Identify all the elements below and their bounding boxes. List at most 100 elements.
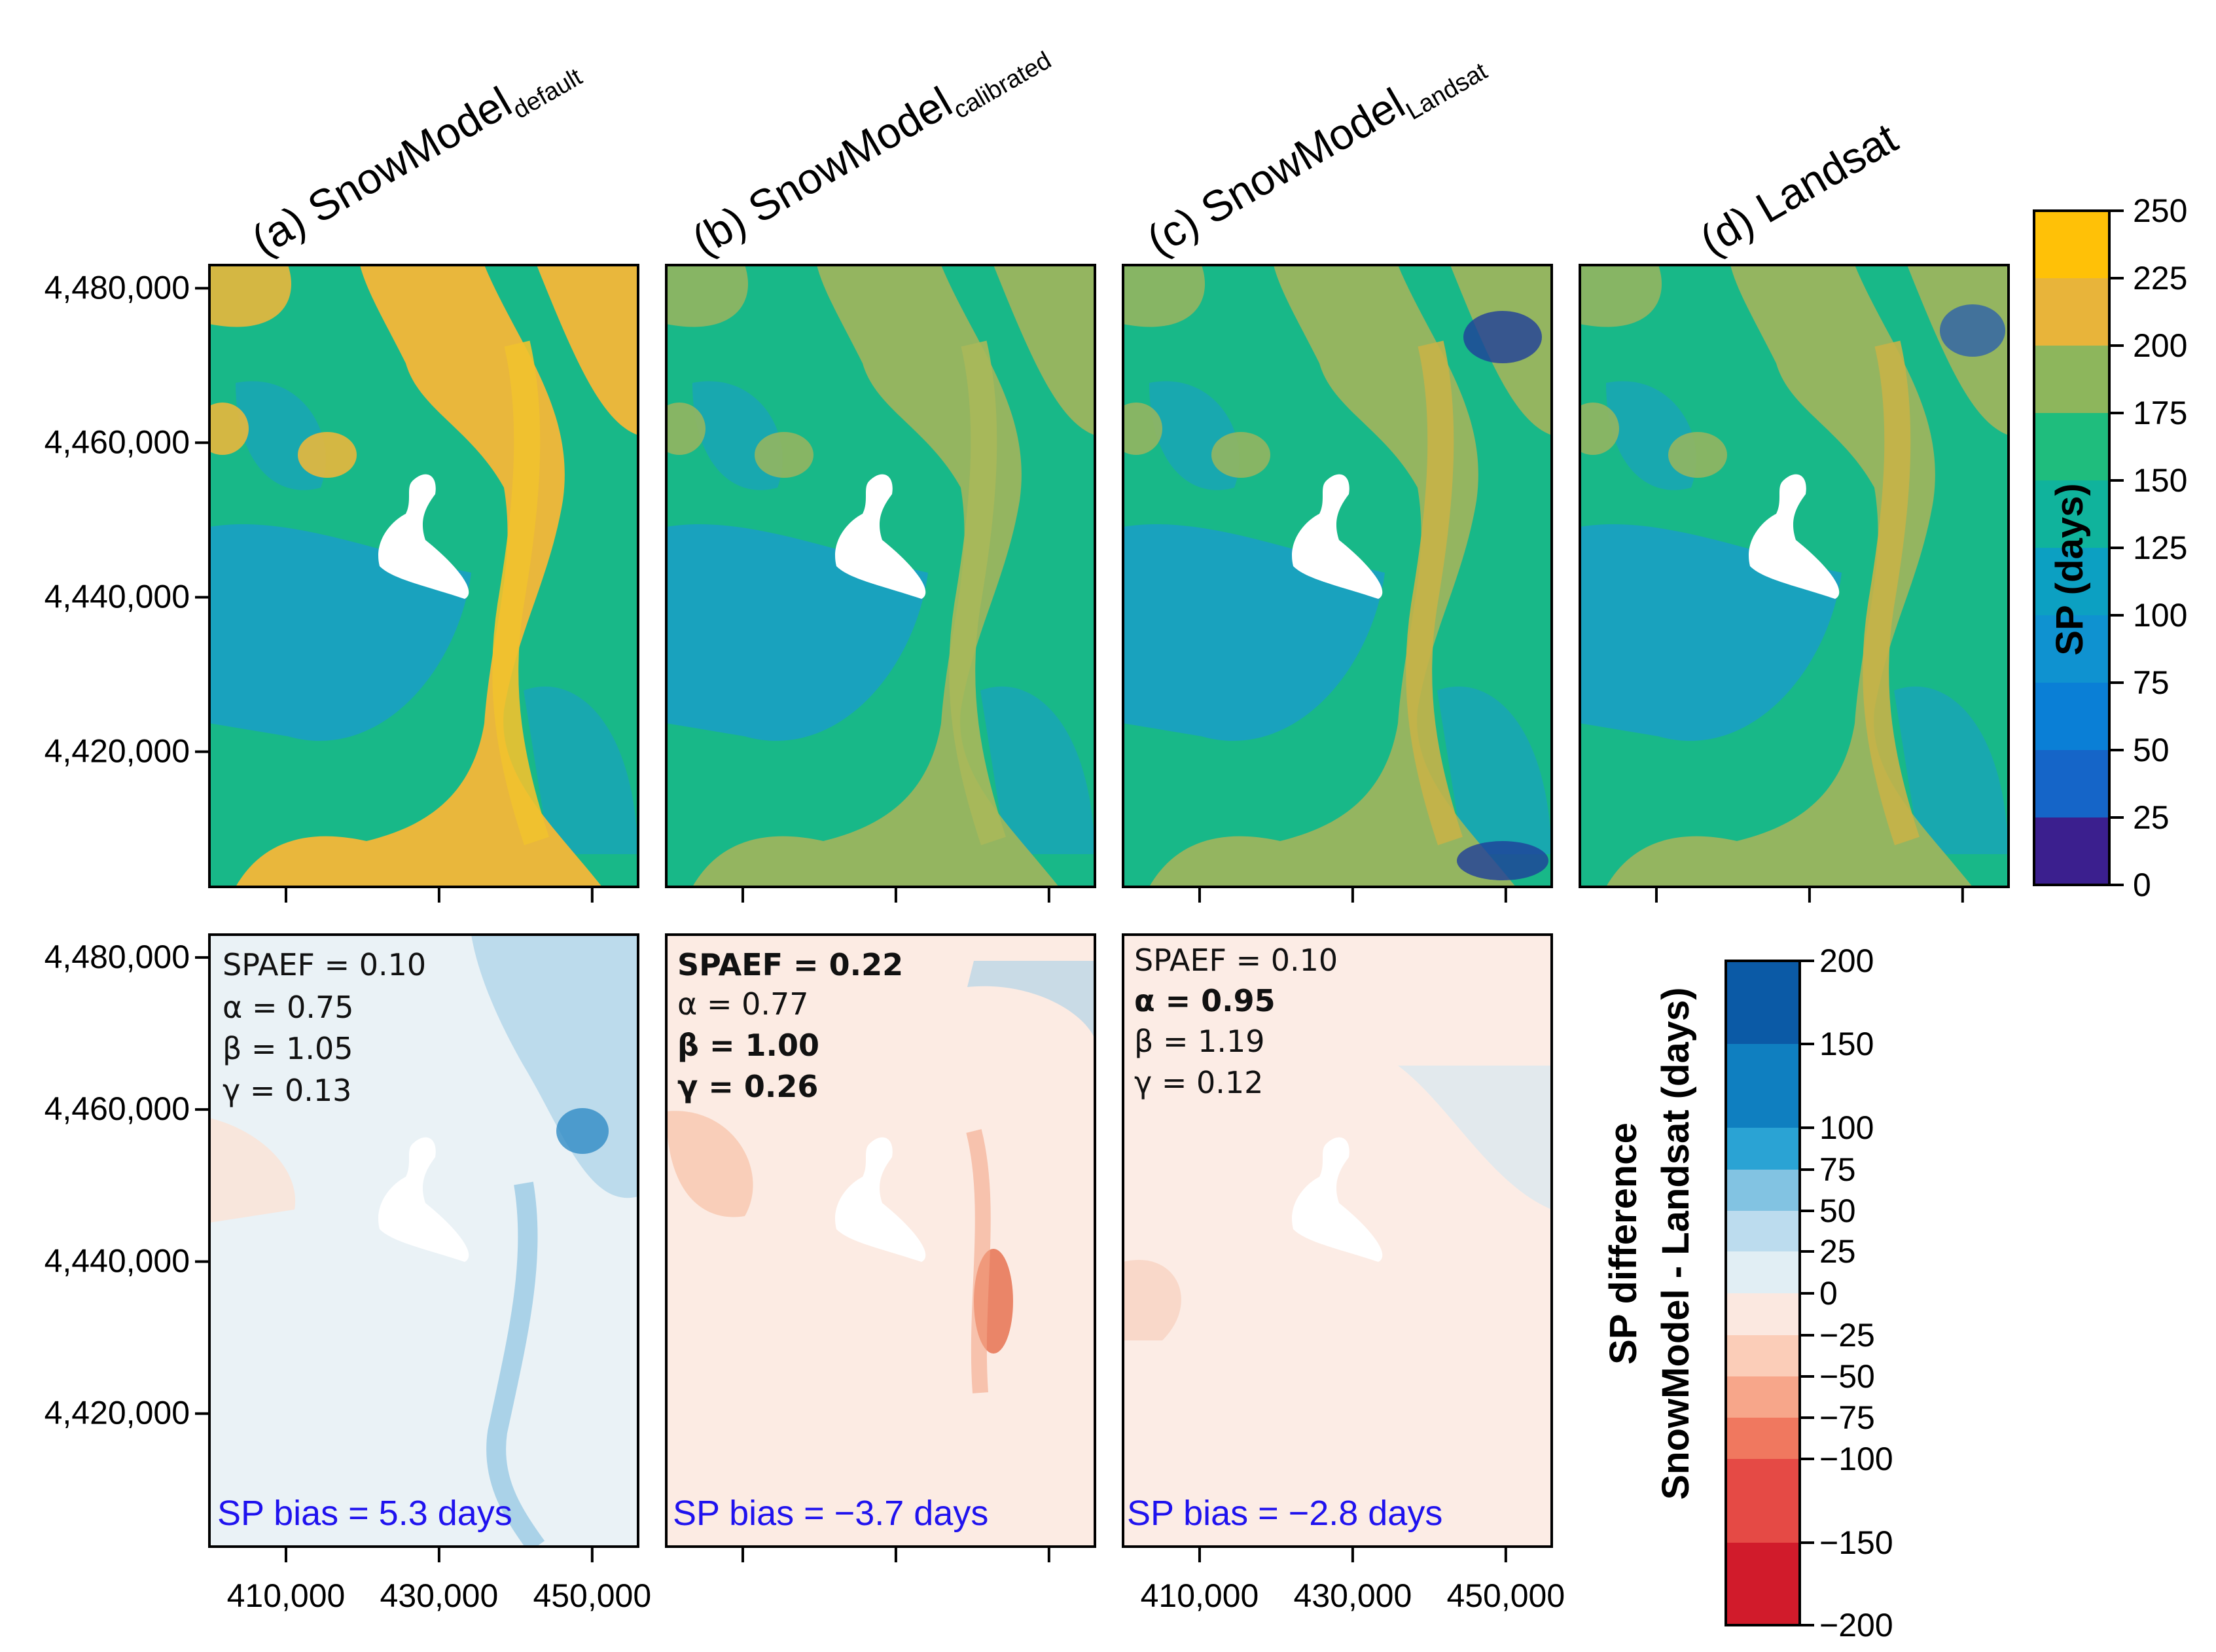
- metric-beta: β = 1.19: [1134, 1024, 1265, 1059]
- title-panel-c: (c) SnowModelLandsat: [1139, 34, 1492, 270]
- y-tick-label: 4,460,000: [45, 1090, 190, 1127]
- mountain-region: [1580, 403, 1619, 455]
- sp-colorbar: 0 25 50 75 100 125 150 175 200 225 250: [2033, 192, 2187, 903]
- metrics-panel-a: SPAEF = 0.10 α = 0.75 β = 1.05 γ = 0.13 …: [217, 947, 512, 1533]
- diff-colorbar-tick-label: −25: [1819, 1317, 1875, 1354]
- mountain-region: [755, 432, 813, 478]
- difference-colorbar: 200 150 100 75 50 25 0 −25 −50 −75 −100 −150 −200: [1725, 943, 1893, 1643]
- diff-colorbar-tick-label: 0: [1819, 1275, 1838, 1312]
- panel-frame: [208, 933, 639, 1548]
- metric-gamma: γ = 0.12: [1134, 1065, 1263, 1100]
- mountain-region: [993, 265, 1095, 435]
- x-tick-label: 430,000: [1294, 1577, 1412, 1614]
- ridge-core: [492, 340, 549, 846]
- lake-mask: [1292, 1137, 1383, 1262]
- negative-difference-region: [1123, 1259, 1181, 1340]
- metrics-panel-b: SPAEF = 0.22 α = 0.77 β = 1.00 γ = 0.26 …: [673, 947, 988, 1533]
- mountain-region: [537, 265, 638, 435]
- diff-colorbar-swatch: [1726, 1251, 1800, 1293]
- sp-colorbar-swatch: [2034, 346, 2109, 413]
- diff-colorbar-swatch: [1726, 1211, 1800, 1251]
- difference-map-panel-c: [1122, 933, 1553, 1548]
- x-tick-label: 450,000: [533, 1577, 651, 1614]
- metrics-panel-c: SPAEF = 0.10 α = 0.95 β = 1.19 γ = 0.12 …: [1127, 943, 1442, 1533]
- lowland-region: [524, 686, 638, 854]
- sp-colorbar-tick-label: 200: [2133, 327, 2187, 364]
- lake-mask: [1292, 474, 1383, 599]
- metric-gamma: γ = 0.26: [677, 1069, 818, 1104]
- mountain-region: [1211, 432, 1270, 478]
- sp-colorbar-tick-label: 225: [2133, 260, 2187, 296]
- sp-colorbar-swatch: [2034, 413, 2109, 480]
- metric-alpha: α = 0.95: [1134, 983, 1276, 1018]
- mountain-region: [1123, 403, 1162, 455]
- diff-colorbar-tick-label: 100: [1819, 1109, 1874, 1146]
- diff-colorbar-swatch: [1726, 1418, 1800, 1459]
- diff-colorbar-swatch: [1726, 961, 1800, 1044]
- low-snow-patch: [1457, 841, 1548, 880]
- ridge-core: [1863, 340, 1920, 846]
- sp-map-panel-a: [208, 264, 639, 888]
- sp-colorbar-tick-label: 175: [2133, 395, 2187, 431]
- negative-difference-region: [209, 1118, 296, 1223]
- sp-map-row: [208, 264, 2010, 888]
- lowland-region: [1894, 686, 2009, 854]
- sp-colorbar-tick-label: 50: [2133, 732, 2170, 768]
- mountain-region: [209, 265, 291, 327]
- sp-colorbar-tick-label: 0: [2133, 867, 2151, 903]
- low-snow-patch: [1940, 304, 2005, 357]
- positive-difference-region: [967, 961, 1095, 1039]
- lake-mask: [378, 1137, 469, 1262]
- low-snow-patch: [1463, 311, 1542, 363]
- title-panel-d: (d) Landsat: [1692, 113, 1905, 264]
- negative-difference-region: [666, 1111, 753, 1217]
- mountain-region: [692, 265, 1059, 887]
- panel-frame: [1122, 933, 1553, 1548]
- sp-bias-label: SP bias = −2.8 days: [1127, 1494, 1442, 1533]
- positive-difference-region: [1398, 1066, 1552, 1210]
- diff-colorbar-tick-label: 200: [1819, 943, 1874, 979]
- mountain-region: [209, 403, 249, 455]
- metric-beta: β = 1.05: [223, 1031, 353, 1066]
- panel-titles: (a) SnowModeldefault (b) SnowModelcalibr…: [243, 34, 1905, 270]
- diff-colorbar-swatch: [1726, 1128, 1800, 1170]
- lake-mask: [1749, 474, 1840, 599]
- negative-difference-region: [966, 1129, 991, 1393]
- mountain-region: [1123, 265, 1205, 327]
- mountain-region: [666, 403, 706, 455]
- diff-colorbar-tick-label: 150: [1819, 1026, 1874, 1062]
- positive-difference-region: [556, 1108, 609, 1154]
- mountain-region: [1606, 265, 1973, 887]
- axes: 4,480,000 4,460,000 4,440,000 4,420,000 4,48…: [45, 269, 1964, 1614]
- diff-colorbar-swatch: [1726, 1293, 1800, 1335]
- sp-colorbar-swatch: [2034, 750, 2109, 817]
- sp-colorbar-swatch: [2034, 817, 2109, 885]
- diff-colorbar-tick-label: −50: [1819, 1358, 1875, 1395]
- metric-alpha: α = 0.75: [223, 990, 354, 1025]
- diff-colorbar-tick-label: 75: [1819, 1151, 1856, 1188]
- ridge-core: [949, 340, 1006, 846]
- sp-colorbar-swatch: [2034, 278, 2109, 346]
- y-tick-label: 4,440,000: [45, 1242, 190, 1279]
- sp-colorbar-swatch: [2034, 480, 2109, 548]
- difference-map-panel-a: [208, 933, 639, 1548]
- metric-spaef: SPAEF = 0.10: [1134, 943, 1338, 978]
- panel-frame: [1122, 264, 1553, 888]
- mountain-region: [1668, 432, 1727, 478]
- sp-colorbar-swatch: [2034, 683, 2109, 750]
- sp-bias-label: SP bias = 5.3 days: [217, 1494, 512, 1533]
- y-tick-label: 4,420,000: [45, 1395, 190, 1431]
- y-tick-label: 4,420,000: [45, 732, 190, 769]
- positive-difference-region: [486, 1181, 545, 1547]
- sp-bias-label: SP bias = −3.7 days: [673, 1494, 988, 1533]
- diff-colorbar-tick-label: 50: [1819, 1193, 1856, 1229]
- diff-colorbar-swatch: [1726, 1376, 1800, 1418]
- diff-colorbar-tick-label: −75: [1819, 1399, 1875, 1436]
- diff-colorbar-label-line2: SnowModel - Landsat (days): [1654, 987, 1697, 1499]
- sp-map-panel-c: [1122, 264, 1553, 888]
- diff-colorbar-swatch: [1726, 1543, 1800, 1625]
- title-panel-a: (a) SnowModeldefault: [243, 40, 587, 270]
- metric-spaef: SPAEF = 0.10: [223, 947, 426, 982]
- sp-colorbar-tick-label: 75: [2133, 664, 2170, 701]
